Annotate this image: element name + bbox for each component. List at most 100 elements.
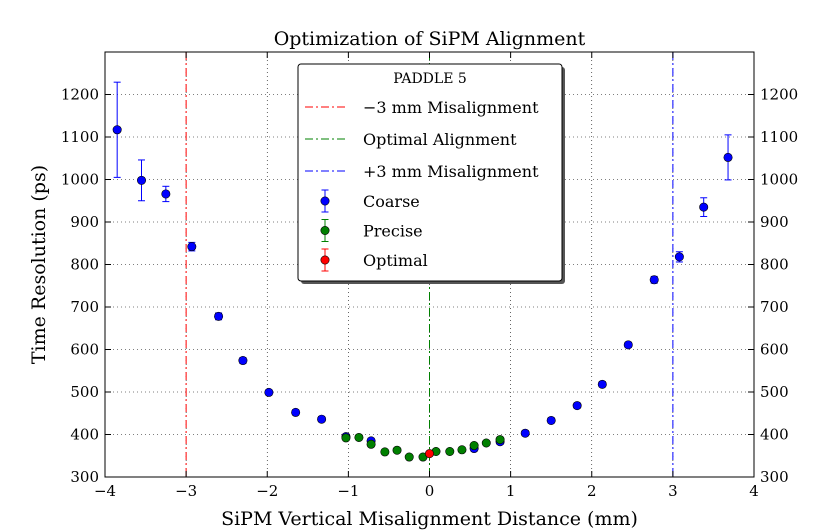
legend-marker <box>320 196 330 206</box>
data-point-precise <box>445 446 455 456</box>
data-point-coarse <box>137 159 147 202</box>
x-tick-label: −2 <box>256 482 278 500</box>
data-point-coarse <box>238 356 248 366</box>
marker <box>445 446 455 456</box>
y-tick-label-right: 1100 <box>760 128 798 146</box>
marker <box>354 432 364 442</box>
data-point-precise <box>404 452 414 462</box>
marker <box>424 449 434 459</box>
data-point-precise <box>457 445 467 455</box>
marker <box>546 415 556 425</box>
data-point-coarse <box>520 428 530 438</box>
legend-entry-label: Optimal Alignment <box>363 130 517 149</box>
marker <box>112 125 122 135</box>
marker <box>597 379 607 389</box>
x-tick-label: −4 <box>94 482 116 500</box>
y-tick-label-right: 900 <box>760 213 789 231</box>
marker <box>187 242 197 252</box>
marker <box>649 275 659 285</box>
data-point-precise <box>495 435 505 445</box>
data-point-precise <box>392 445 402 455</box>
legend: PADDLE 5 −3 mm Misalignment Optimal Alignm… <box>297 63 565 284</box>
y-tick-label-left: 400 <box>70 426 99 444</box>
data-point-coarse <box>161 185 171 203</box>
marker <box>238 356 248 366</box>
legend-entry-label: Coarse <box>363 192 420 211</box>
marker <box>341 433 351 443</box>
y-tick-label-left: 300 <box>70 468 99 486</box>
marker <box>404 452 414 462</box>
data-point-coarse <box>649 275 659 285</box>
y-tick-label-right: 700 <box>760 298 789 316</box>
marker <box>481 438 491 448</box>
y-tick-label-right: 300 <box>760 468 789 486</box>
x-tick-label: 3 <box>668 482 678 500</box>
marker <box>457 445 467 455</box>
marker <box>161 189 171 199</box>
y-tick-label-right: 800 <box>760 256 789 274</box>
marker <box>137 175 147 185</box>
data-point-coarse <box>214 311 224 321</box>
y-tick-label-right: 500 <box>760 383 789 401</box>
data-point-coarse <box>112 81 122 178</box>
data-point-coarse <box>187 241 197 252</box>
legend-entry-label: −3 mm Misalignment <box>363 98 539 117</box>
legend-marker <box>320 255 330 265</box>
data-point-coarse <box>546 415 556 425</box>
y-tick-label-left: 1200 <box>61 86 99 104</box>
legend-box <box>297 63 563 282</box>
marker <box>366 439 376 449</box>
data-point-coarse <box>572 401 582 411</box>
data-point-coarse <box>674 251 684 263</box>
y-tick-label-left: 900 <box>70 213 99 231</box>
x-axis-label: SiPM Vertical Misalignment Distance (mm) <box>221 508 638 530</box>
data-point-precise <box>380 447 390 457</box>
legend-entry-label: +3 mm Misalignment <box>363 162 539 181</box>
legend-entry-label: Precise <box>363 222 423 241</box>
x-tick-label: 1 <box>506 482 516 500</box>
y-tick-label-right: 1000 <box>760 171 798 189</box>
marker <box>674 252 684 262</box>
legend-title: PADDLE 5 <box>393 71 467 87</box>
data-point-precise <box>469 441 479 451</box>
marker <box>291 407 301 417</box>
y-axis-label: Time Resolution (ps) <box>28 165 50 364</box>
y-tick-label-right: 1200 <box>760 86 798 104</box>
data-point-optimal <box>424 449 434 459</box>
y-tick-label-right: 600 <box>760 341 789 359</box>
marker <box>469 441 479 451</box>
y-tick-label-left: 1100 <box>61 128 99 146</box>
data-point-precise <box>366 439 376 449</box>
data-point-coarse <box>597 379 607 389</box>
x-tick-label: −1 <box>337 482 359 500</box>
marker <box>380 447 390 457</box>
x-tick-label: 4 <box>749 482 759 500</box>
marker <box>572 401 582 411</box>
marker <box>495 435 505 445</box>
legend-entry-label: Optimal <box>363 251 428 270</box>
y-tick-label-right: 400 <box>760 426 789 444</box>
y-tick-label-left: 700 <box>70 298 99 316</box>
y-tick-label-left: 1000 <box>61 171 99 189</box>
y-tick-label-left: 600 <box>70 341 99 359</box>
y-tick-label-left: 800 <box>70 256 99 274</box>
legend-marker <box>320 226 330 236</box>
chart-title: Optimization of SiPM Alignment <box>274 28 586 50</box>
data-point-precise <box>354 432 364 442</box>
marker <box>317 414 327 424</box>
data-point-precise <box>341 433 351 443</box>
y-tick-label-left: 500 <box>70 383 99 401</box>
data-point-coarse <box>723 134 733 181</box>
x-tick-label: −3 <box>175 482 197 500</box>
marker <box>520 428 530 438</box>
data-points <box>112 81 733 462</box>
data-point-coarse <box>699 197 709 217</box>
x-tick-label: 0 <box>425 482 435 500</box>
marker <box>264 387 274 397</box>
data-point-precise <box>481 438 491 448</box>
x-tick-label: 2 <box>587 482 597 500</box>
data-point-coarse <box>623 340 633 350</box>
marker <box>723 152 733 162</box>
